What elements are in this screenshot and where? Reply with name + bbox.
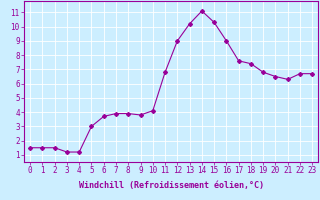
X-axis label: Windchill (Refroidissement éolien,°C): Windchill (Refroidissement éolien,°C) xyxy=(79,181,264,190)
